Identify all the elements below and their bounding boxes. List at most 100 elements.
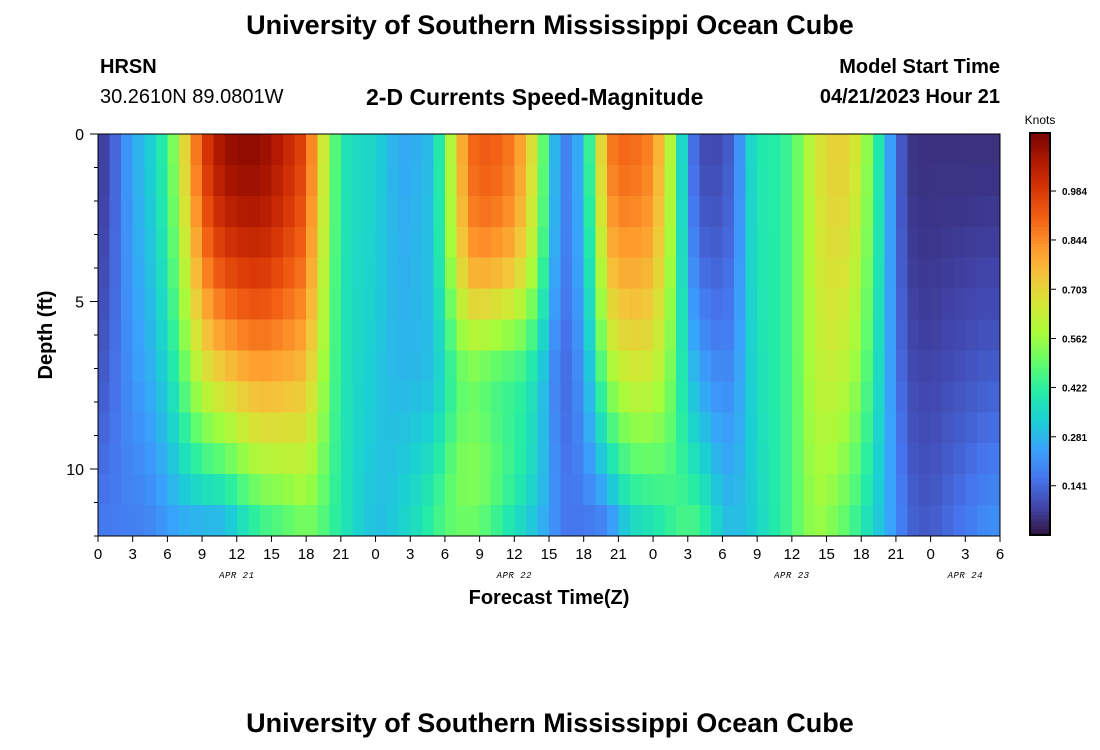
heatmap-cell xyxy=(236,164,249,197)
heatmap-cell xyxy=(618,134,631,166)
heatmap-cell xyxy=(317,412,330,444)
heatmap-cell xyxy=(595,412,608,444)
heatmap-cell xyxy=(791,226,805,259)
heatmap-cell xyxy=(491,412,504,444)
heatmap-cell xyxy=(444,288,458,321)
heatmap-cell xyxy=(549,443,562,475)
colorbar-swatch xyxy=(1030,334,1050,338)
heatmap-cell xyxy=(595,505,608,537)
heatmap-cell xyxy=(144,164,157,197)
heatmap-cell xyxy=(375,195,388,228)
colorbar-swatch xyxy=(1030,501,1050,506)
heatmap-cell xyxy=(202,226,215,259)
x-tick-label: 21 xyxy=(888,546,905,563)
heatmap-cell xyxy=(768,164,781,197)
colorbar-swatch xyxy=(1030,454,1050,459)
colorbar-swatch xyxy=(1030,226,1050,231)
colorbar-swatch xyxy=(1030,189,1050,194)
heatmap-cell xyxy=(872,288,885,321)
heatmap-cell xyxy=(178,381,192,413)
heatmap-cell xyxy=(641,412,654,444)
heatmap-cell xyxy=(641,195,654,228)
heatmap-cell xyxy=(919,412,932,444)
colorbar-swatch xyxy=(1030,146,1050,151)
heatmap-cell xyxy=(791,381,805,413)
heatmap-cell xyxy=(988,412,1001,444)
colorbar-swatch xyxy=(1030,313,1050,318)
heatmap-cell xyxy=(791,257,805,290)
heatmap-cell xyxy=(988,226,1001,259)
heatmap-cell xyxy=(895,288,909,321)
heatmap-cell xyxy=(525,443,539,475)
heatmap-cell xyxy=(132,164,145,197)
heatmap-cell xyxy=(363,134,377,166)
heatmap-cell xyxy=(814,381,828,413)
heatmap-cell xyxy=(491,164,504,197)
heatmap-cell xyxy=(132,412,145,444)
heatmap-cell xyxy=(317,257,330,290)
heatmap-cell xyxy=(306,195,319,228)
heatmap-cell xyxy=(144,474,157,506)
heatmap-cell xyxy=(190,195,203,228)
heatmap-cell xyxy=(687,288,700,321)
heatmap-cell xyxy=(248,195,261,228)
heatmap-cell xyxy=(317,164,330,197)
heatmap-cell xyxy=(178,443,192,475)
heatmap-cell xyxy=(872,195,885,228)
colorbar-swatch xyxy=(1030,514,1050,519)
heatmap-cell xyxy=(549,288,562,321)
heatmap-cell xyxy=(907,350,920,382)
heatmap-cell xyxy=(803,257,816,290)
heatmap-cell xyxy=(502,288,515,321)
colorbar-swatch xyxy=(1030,444,1050,449)
heatmap-cell xyxy=(884,381,897,413)
heatmap-cell xyxy=(317,134,330,166)
heatmap-cell xyxy=(907,134,920,166)
date-label: APR 22 xyxy=(496,571,533,581)
heatmap-cell xyxy=(178,134,192,166)
heatmap-cell xyxy=(502,226,515,259)
heatmap-cell xyxy=(826,412,839,444)
heatmap-cell xyxy=(629,412,643,444)
heatmap-cell xyxy=(676,319,689,352)
heatmap-cell xyxy=(560,505,573,537)
colorbar-swatch xyxy=(1030,491,1050,496)
heatmap-cell xyxy=(595,288,608,321)
heatmap-cell xyxy=(213,134,226,166)
heatmap-cell xyxy=(560,412,573,444)
heatmap-cell xyxy=(907,505,920,537)
heatmap-cell xyxy=(965,381,978,413)
heatmap-cell xyxy=(225,134,238,166)
heatmap-cell xyxy=(271,412,284,444)
colorbar-swatch xyxy=(1030,323,1050,328)
heatmap-cell xyxy=(919,164,932,197)
heatmap-cell xyxy=(814,412,828,444)
heatmap-cell xyxy=(514,164,527,197)
colorbar-swatch xyxy=(1030,136,1050,141)
x-tick-label: 12 xyxy=(228,546,245,563)
heatmap-cell xyxy=(953,350,966,382)
heatmap-cell xyxy=(190,474,203,506)
heatmap-cell xyxy=(525,319,539,352)
heatmap-cell xyxy=(618,319,631,352)
colorbar-swatch xyxy=(1030,246,1050,251)
heatmap-cell xyxy=(468,195,481,228)
heatmap-cell xyxy=(884,319,897,352)
heatmap-cell xyxy=(340,319,354,352)
heatmap-cell xyxy=(895,443,909,475)
heatmap-cell xyxy=(363,319,377,352)
heatmap-cell xyxy=(699,226,712,259)
x-tick-label: 15 xyxy=(263,546,280,563)
x-tick-label: 6 xyxy=(441,546,449,563)
heatmap-cell xyxy=(294,350,307,382)
heatmap-cell xyxy=(213,226,226,259)
heatmap-cell xyxy=(884,443,897,475)
heatmap-cell xyxy=(317,350,330,382)
heatmap-cell xyxy=(699,288,712,321)
colorbar-swatch xyxy=(1030,434,1050,439)
heatmap-cell xyxy=(109,134,122,166)
heatmap-cell xyxy=(710,350,724,382)
heatmap-cell xyxy=(155,288,168,321)
heatmap-cell xyxy=(780,288,793,321)
heatmap-cell xyxy=(595,319,608,352)
